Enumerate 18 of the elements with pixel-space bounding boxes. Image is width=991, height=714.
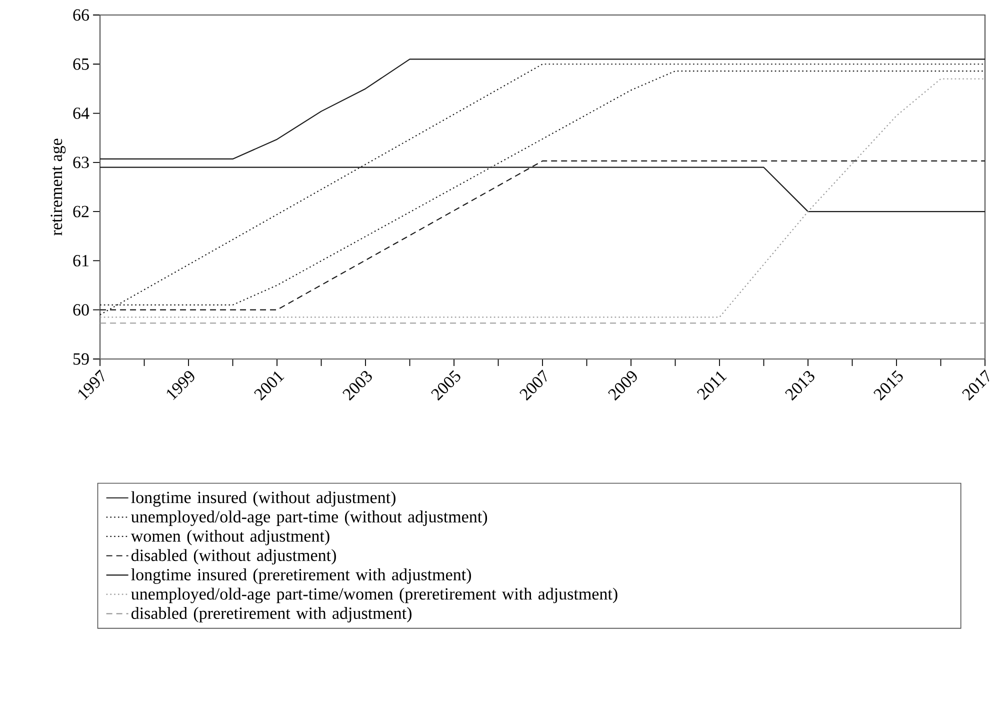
y-tick-label: 61 <box>73 254 88 266</box>
y-tick-label: 59 <box>73 353 89 365</box>
legend-label: longtime insured (preretirement with adjustment) <box>131 568 471 584</box>
y-tick-label: 64 <box>73 108 90 119</box>
legend-label: longtime insured (without adjustment) <box>131 491 396 507</box>
y-tick-label: 63 <box>73 156 89 168</box>
legend-label: unemployed/old-age part-time (without adjustment) <box>131 510 488 526</box>
y-tick-label: 66 <box>73 9 90 21</box>
legend-label: disabled (preretirement with adjustment) <box>131 607 412 622</box>
legend-label: unemployed/old-age part-time/women (preretirement with adjustment) <box>131 588 618 604</box>
x-tick-label: 2011 <box>696 371 727 400</box>
y-tick-label: 60 <box>73 304 89 316</box>
legend-label: women (without adjustment) <box>130 530 330 546</box>
legend-label: disabled (without adjustment) <box>131 549 336 565</box>
y-tick-label: 65 <box>73 58 89 70</box>
y-tick-label: 62 <box>73 206 89 218</box>
line-series <box>99 58 986 160</box>
y-axis-title: retirement age <box>50 138 66 236</box>
